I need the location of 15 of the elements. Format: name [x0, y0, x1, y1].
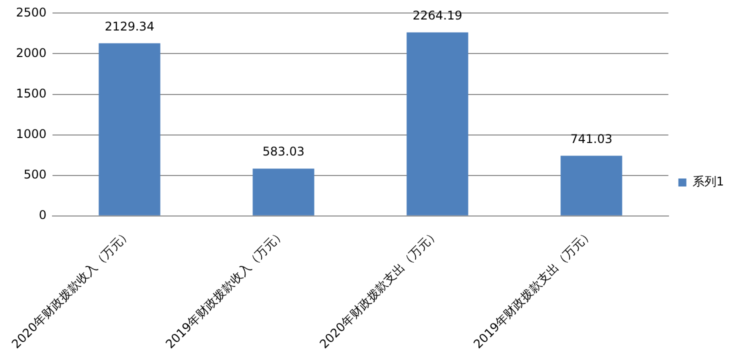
y-tick-label: 1000	[16, 126, 47, 141]
y-tick-label: 0	[38, 208, 47, 222]
bar	[560, 156, 622, 216]
data-label: 741.03	[570, 132, 612, 146]
bar	[98, 43, 160, 216]
y-tick-label: 1500	[16, 86, 47, 100]
data-label: 2264.19	[412, 8, 462, 22]
y-tick-label: 500	[24, 167, 47, 182]
data-label: 2129.34	[104, 19, 154, 34]
y-tick-label: 2500	[16, 5, 47, 20]
y-tick-label: 2000	[16, 46, 47, 60]
legend-label: 系列1	[692, 174, 724, 189]
bar	[406, 32, 468, 216]
bar	[252, 168, 314, 216]
data-label: 583.03	[262, 144, 304, 159]
